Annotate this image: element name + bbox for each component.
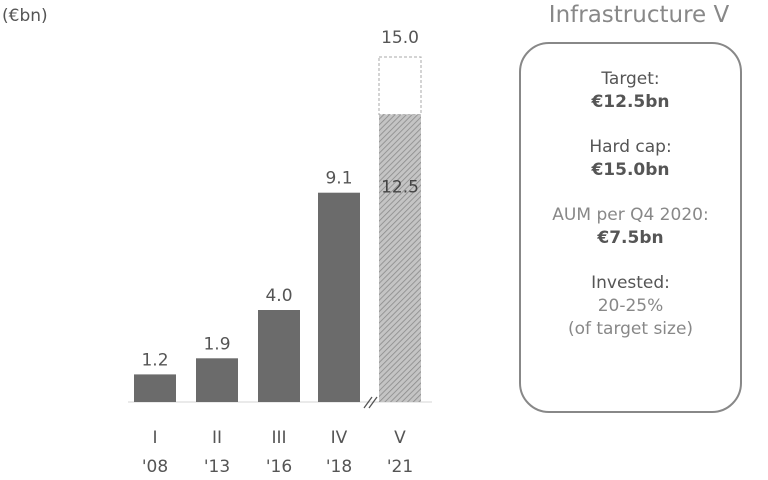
bar-I xyxy=(134,374,176,402)
year-label: '18 xyxy=(326,457,352,477)
year-label: '21 xyxy=(387,457,413,477)
bar-II xyxy=(196,358,238,402)
bar-IV xyxy=(318,192,360,402)
category-label: III xyxy=(271,428,286,448)
data-label-II: 1.9 xyxy=(203,334,230,354)
data-label-IV: 9.1 xyxy=(325,169,352,189)
year-label: '13 xyxy=(204,457,230,477)
data-label-I: 1.2 xyxy=(141,350,168,370)
axis-break-mark xyxy=(368,396,378,409)
invested-value: 20-25% xyxy=(597,296,664,316)
data-label-III: 4.0 xyxy=(265,286,292,306)
data-label-V: 12.5 xyxy=(381,178,419,198)
bar-chart: 1.2 I '08 1.9 II '13 4.0 III '16 9.1 IV '18 15.0 12.5… xyxy=(128,28,432,477)
year-label: '16 xyxy=(266,457,292,477)
aum-label: AUM per Q4 2020: xyxy=(552,205,709,225)
invested-label: Invested: xyxy=(591,273,670,293)
year-label: '08 xyxy=(142,457,168,477)
unit-label: (€bn) xyxy=(2,6,48,26)
axis-break-mark xyxy=(363,396,373,409)
bar-III xyxy=(258,310,300,402)
target-value: €12.5bn xyxy=(591,92,670,112)
hardcap-value: €15.0bn xyxy=(591,160,670,180)
category-label: I xyxy=(152,428,157,448)
hard-cap-label: 15.0 xyxy=(381,28,419,48)
panel-title: Infrastructure V xyxy=(548,2,730,28)
target-label: Target: xyxy=(601,69,660,89)
category-label: V xyxy=(394,428,406,448)
bar-V xyxy=(379,114,421,402)
category-label: II xyxy=(212,428,222,448)
bar-hard-cap xyxy=(378,56,422,115)
hardcap-label: Hard cap: xyxy=(589,137,672,157)
category-label: IV xyxy=(331,428,348,448)
fund-summary-box: Target: €12.5bn Hard cap: €15.0bn AUM pe… xyxy=(519,42,742,413)
aum-value: €7.5bn xyxy=(597,228,664,248)
invested-note: (of target size) xyxy=(567,319,694,339)
